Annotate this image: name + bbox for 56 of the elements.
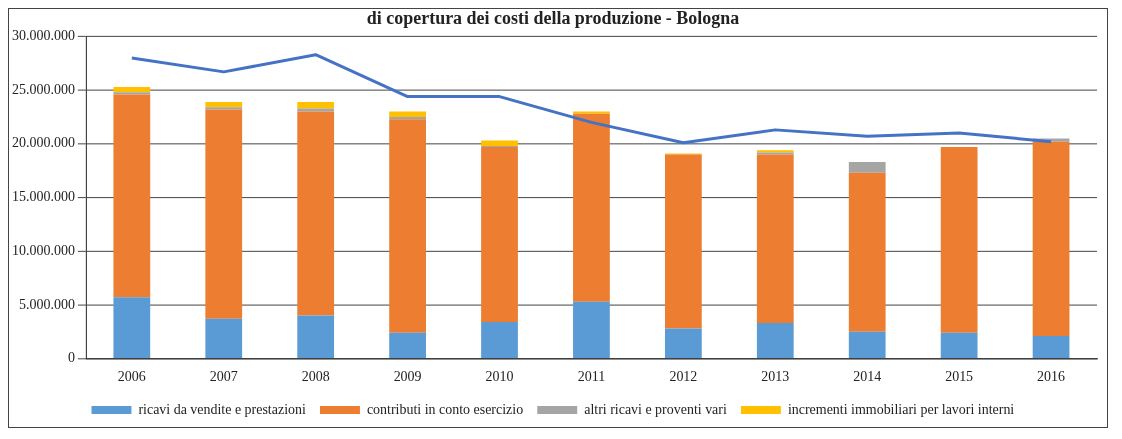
bar (113, 94, 151, 298)
bar (389, 116, 426, 120)
legend-label: contributi in conto esercizio (366, 401, 524, 417)
bar (297, 108, 335, 112)
y-tick-label: 20.000.000 (12, 135, 75, 151)
y-tick-label: 25.000.000 (12, 81, 75, 97)
bar (205, 107, 243, 110)
x-tick-label: 2014 (853, 369, 882, 385)
bar (389, 119, 426, 333)
bar (756, 323, 794, 359)
bar (940, 332, 978, 359)
bar (389, 332, 426, 359)
x-tick-label: 2009 (393, 369, 422, 385)
bar (848, 172, 886, 332)
x-tick-label: 2007 (209, 369, 238, 385)
bar (664, 328, 702, 359)
bar (113, 297, 151, 359)
legend-label: ricavi da vendite e prestazioni (138, 401, 306, 417)
x-tick-label: 2012 (669, 369, 698, 385)
legend-label: incrementi immobiliari per lavori interni (787, 401, 1015, 417)
bar (113, 86, 151, 93)
bar (297, 315, 335, 359)
bar (205, 109, 243, 319)
bar (848, 162, 886, 173)
x-tick-label: 2015 (945, 369, 974, 385)
legend-label: altri ricavi e proventi vari (584, 401, 727, 417)
bar (664, 154, 702, 329)
bar (940, 147, 978, 333)
bar (481, 147, 518, 323)
bar (756, 154, 794, 324)
y-tick-label: 10.000.000 (12, 242, 75, 258)
x-tick-label: 2008 (301, 369, 330, 385)
y-tick-label: 15.000.000 (12, 189, 75, 205)
bar (1032, 335, 1070, 359)
bar (113, 92, 151, 95)
y-tick-label: 5.000.000 (19, 296, 75, 312)
x-tick-label: 2016 (1037, 369, 1066, 385)
chart-title: di copertura dei costi della produzione - Bologna (366, 8, 740, 29)
bar (481, 140, 518, 146)
bar (573, 301, 610, 359)
x-tick-label: 2006 (117, 369, 146, 385)
bar (205, 318, 243, 359)
bar (297, 101, 335, 109)
y-tick-label: 0 (67, 350, 75, 366)
x-tick-label: 2013 (761, 369, 790, 385)
bar (573, 113, 610, 302)
bar (573, 111, 610, 114)
y-tick-label: 30.000.000 (12, 28, 75, 44)
x-tick-label: 2010 (485, 369, 514, 385)
bar (481, 322, 518, 359)
x-tick-label: 2011 (577, 369, 606, 385)
bar (297, 111, 335, 316)
bar (205, 101, 243, 108)
bar (1032, 141, 1070, 336)
bar (848, 331, 886, 359)
bar (389, 111, 426, 117)
